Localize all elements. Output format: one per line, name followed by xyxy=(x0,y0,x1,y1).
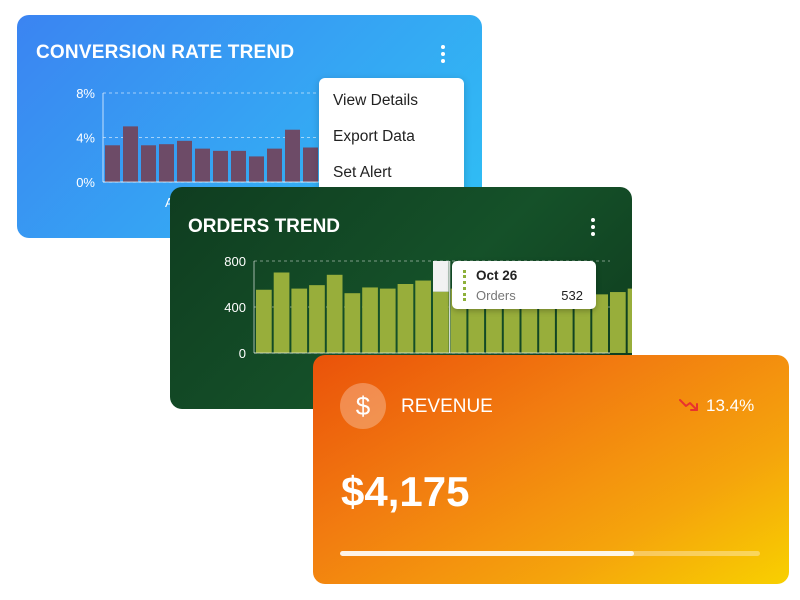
chart-bar xyxy=(273,272,290,353)
orders-tooltip: Oct 26 Orders 532 xyxy=(452,261,596,309)
revenue-amount: $4,175 xyxy=(341,468,470,515)
chart-bar xyxy=(267,148,282,182)
chart-bar xyxy=(123,126,138,182)
orders-more-options-icon[interactable] xyxy=(590,218,596,238)
revenue-title: REVENUE xyxy=(401,396,493,417)
revenue-card: $ REVENUE 13.4% $4,175 xyxy=(313,355,789,584)
chart-bar xyxy=(326,274,343,353)
y-tick-label: 400 xyxy=(224,300,246,315)
tooltip-value: 532 xyxy=(561,288,583,303)
chart-bar xyxy=(213,150,228,182)
chart-bar xyxy=(231,150,246,182)
chart-bar xyxy=(344,293,361,353)
chart-bar xyxy=(592,294,608,353)
x-axis-label: A xyxy=(165,195,174,210)
chart-bar xyxy=(285,129,300,182)
chart-bar xyxy=(249,156,264,182)
conversion-rate-title: CONVERSION RATE TREND xyxy=(36,42,295,63)
chart-bar xyxy=(177,140,192,182)
chart-bar xyxy=(256,289,272,353)
orders-trend-chart: 800 400 0 xyxy=(224,254,632,361)
orders-trend-title: ORDERS TREND xyxy=(188,216,341,237)
revenue-change-percent: 13.4% xyxy=(706,396,755,415)
chart-bar xyxy=(362,287,378,353)
tooltip-date: Oct 26 xyxy=(476,268,518,283)
y-tick-label: 800 xyxy=(224,254,246,269)
y-tick-label: 0 xyxy=(239,346,246,361)
menu-item-set-alert[interactable]: Set Alert xyxy=(333,164,392,181)
conversion-more-options-icon[interactable] xyxy=(440,45,446,65)
chart-bar-hover-highlight xyxy=(433,261,449,292)
menu-item-export-data[interactable]: Export Data xyxy=(333,128,415,145)
chart-bar xyxy=(159,144,174,182)
conversion-rate-chart: 8% 4% 0% A xyxy=(76,86,337,210)
chart-bar xyxy=(610,292,626,353)
chart-bar xyxy=(379,288,396,353)
y-tick-label: 0% xyxy=(76,175,95,190)
revenue-progress-fill xyxy=(340,551,634,556)
chart-bar xyxy=(195,148,210,182)
chart-bar xyxy=(303,147,318,182)
chart-bar xyxy=(291,288,308,353)
chart-bar xyxy=(141,145,156,182)
chart-bar xyxy=(105,145,120,182)
conversion-options-menu: View Details Export Data Set Alert xyxy=(319,78,464,198)
chart-bar xyxy=(415,280,431,353)
chart-bar xyxy=(309,285,325,353)
chart-bar xyxy=(627,288,632,353)
revenue-progress-bar xyxy=(340,551,760,556)
menu-item-view-details[interactable]: View Details xyxy=(333,92,419,109)
trend-down-icon xyxy=(679,399,698,411)
tooltip-label: Orders xyxy=(476,288,516,303)
chart-bar xyxy=(433,291,449,353)
y-tick-label: 4% xyxy=(76,131,95,146)
y-tick-label: 8% xyxy=(76,86,95,101)
tooltip-series-marker xyxy=(463,270,466,301)
dollar-icon: $ xyxy=(340,383,386,429)
chart-bar xyxy=(397,284,414,353)
